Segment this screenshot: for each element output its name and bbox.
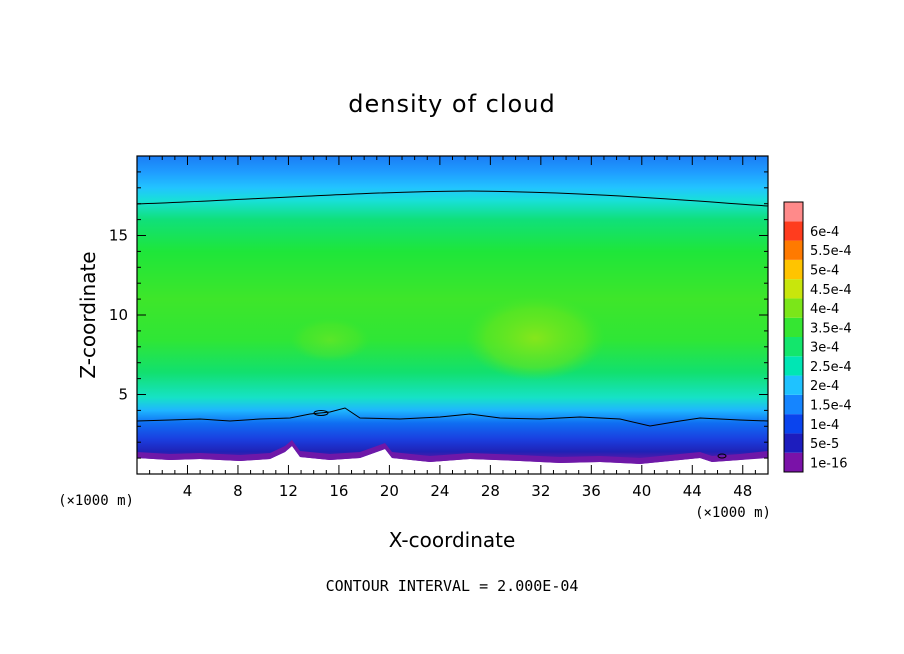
no-cloud-region xyxy=(137,446,768,474)
contour-island-small xyxy=(717,453,727,459)
x-tick-label: 16 xyxy=(329,482,348,500)
colorbar-level-label: 4.5e-4 xyxy=(810,283,852,298)
y-tick-label: 10 xyxy=(109,306,128,324)
x-tick-label: 28 xyxy=(481,482,500,500)
colorbar-level-label: 4e-4 xyxy=(810,302,839,317)
colorbar-swatch xyxy=(784,452,803,472)
x-tick-labels: 4 8 12 16 20 24 28 32 36 40 44 48 xyxy=(183,482,753,500)
y-axis-title: Z-coordinate xyxy=(76,251,100,378)
x-tick-label: 44 xyxy=(683,482,702,500)
colorbar-swatch xyxy=(784,221,803,241)
y-tick-labels: 5 10 15 xyxy=(109,227,128,404)
colorbar xyxy=(783,201,804,473)
colorbar-level-label: 5e-5 xyxy=(810,437,839,452)
low-density-band xyxy=(137,440,768,464)
axis-ticks xyxy=(137,156,768,474)
density-field xyxy=(137,156,768,474)
colorbar-swatch xyxy=(784,202,803,222)
colorbar-level-label: 5.5e-4 xyxy=(810,244,852,259)
x-tick-label: 20 xyxy=(380,482,399,500)
colorbar-level-label: 2e-4 xyxy=(810,379,839,394)
colorbar-swatch xyxy=(784,259,803,280)
contour-line-lower xyxy=(137,407,768,427)
colorbar-swatch xyxy=(784,356,803,376)
colorbar-swatch xyxy=(784,414,803,434)
colorbar-level-label: 6e-4 xyxy=(810,225,839,240)
x-axis-title: X-coordinate xyxy=(389,528,516,552)
contour-island xyxy=(313,410,329,416)
y-tick-label: 15 xyxy=(109,227,128,245)
plot-area xyxy=(137,156,768,474)
colorbar-level-label: 1.5e-4 xyxy=(810,399,852,414)
y-tick-label: 5 xyxy=(118,386,128,404)
x-axis-unit: (×1000 m) xyxy=(695,505,771,521)
density-maximum-region xyxy=(465,296,605,380)
x-origin-unit: (×1000 m) xyxy=(58,493,134,509)
contour-interval-note: CONTOUR INTERVAL = 2.000E-04 xyxy=(326,577,579,595)
x-tick-label: 48 xyxy=(733,482,752,500)
x-tick-label: 4 xyxy=(183,482,193,500)
contour-line-upper xyxy=(137,190,768,207)
colorbar-swatch xyxy=(784,337,803,357)
colorbar-level-label: 1e-16 xyxy=(810,456,848,471)
x-tick-label: 40 xyxy=(632,482,651,500)
colorbar-level-label: 3e-4 xyxy=(810,341,839,356)
colorbar-swatch xyxy=(784,317,803,337)
x-tick-label: 32 xyxy=(531,482,550,500)
colorbar-level-label: 2.5e-4 xyxy=(810,360,852,375)
chart-title: density of cloud xyxy=(348,90,555,118)
x-tick-label: 8 xyxy=(233,482,243,500)
colorbar-swatch xyxy=(784,394,803,415)
colorbar-swatch xyxy=(784,375,803,395)
x-tick-label: 24 xyxy=(430,482,449,500)
colorbar-labels: 1e-16 5e-5 1e-4 1.5e-4 2e-4 2.5e-4 3e-4 3.5e-4 4… xyxy=(810,225,852,471)
colorbar-frame xyxy=(783,201,804,473)
colorbar-swatch xyxy=(784,298,803,318)
colorbar-level-label: 1e-4 xyxy=(810,418,839,433)
colorbar-level-label: 5e-4 xyxy=(810,264,839,279)
x-tick-label: 12 xyxy=(279,482,298,500)
colorbar-swatch xyxy=(784,240,803,260)
colorbar-swatch xyxy=(784,279,803,299)
colorbar-level-label: 3.5e-4 xyxy=(810,321,852,336)
colorbar-swatch xyxy=(784,433,803,453)
density-secondary-region xyxy=(290,318,370,362)
x-tick-label: 36 xyxy=(582,482,601,500)
